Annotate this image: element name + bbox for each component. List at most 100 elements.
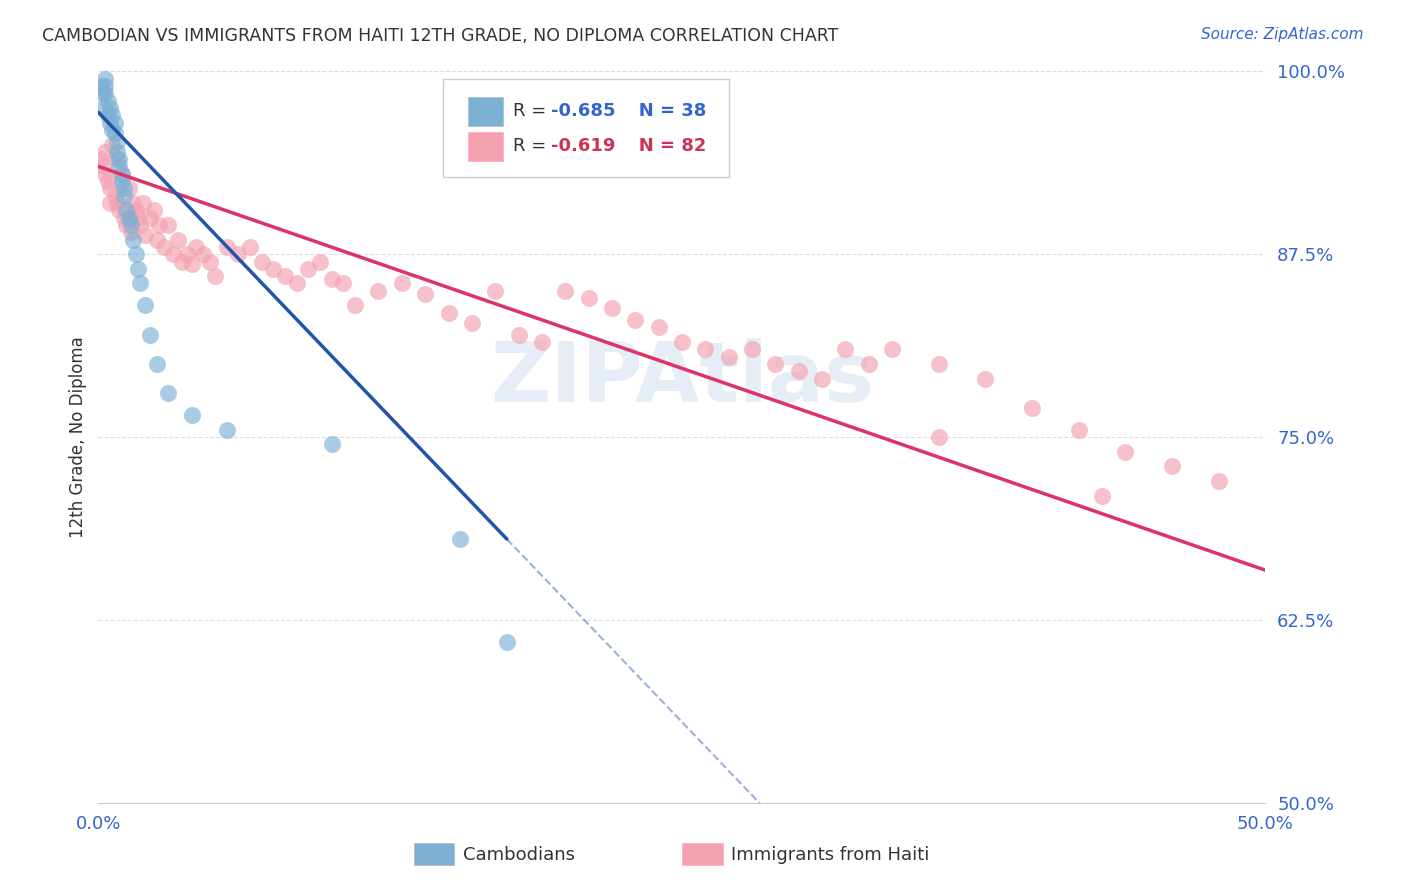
Point	[122, 196, 145, 211]
Text: R =: R =	[513, 103, 551, 120]
FancyBboxPatch shape	[443, 78, 728, 178]
Point	[98, 196, 121, 211]
Point	[274, 269, 297, 284]
Point	[125, 203, 148, 218]
Point	[94, 71, 117, 86]
Point	[695, 343, 717, 357]
Point	[108, 203, 131, 218]
Point	[91, 87, 114, 101]
Point	[250, 254, 273, 268]
Point	[285, 277, 308, 291]
Point	[344, 298, 367, 312]
Point	[115, 218, 138, 232]
Point	[105, 152, 128, 166]
Point	[94, 145, 117, 159]
Point	[974, 371, 997, 385]
Point	[172, 254, 194, 268]
Point	[134, 298, 156, 312]
Point	[101, 108, 124, 122]
Point	[391, 277, 413, 291]
Point	[834, 343, 856, 357]
Point	[811, 371, 834, 385]
Point	[309, 254, 332, 268]
Point	[530, 334, 553, 349]
Point	[139, 211, 162, 225]
Point	[104, 115, 127, 129]
Point	[508, 327, 530, 342]
Text: Source: ZipAtlas.com: Source: ZipAtlas.com	[1201, 27, 1364, 42]
Text: Immigrants from Haiti: Immigrants from Haiti	[731, 847, 929, 864]
Point	[108, 160, 131, 174]
Point	[118, 181, 141, 195]
FancyBboxPatch shape	[682, 843, 723, 865]
Text: N = 82: N = 82	[620, 137, 706, 155]
Point	[200, 254, 222, 268]
Point	[484, 284, 506, 298]
Point	[787, 364, 810, 378]
Point	[111, 174, 134, 188]
Point	[215, 423, 238, 437]
Point	[146, 357, 169, 371]
Point	[134, 228, 156, 243]
Text: R =: R =	[513, 137, 551, 155]
Point	[321, 272, 343, 286]
Point	[143, 203, 166, 218]
Text: N = 38: N = 38	[620, 103, 706, 120]
Point	[671, 334, 693, 349]
Point	[115, 203, 138, 218]
Point	[1021, 401, 1043, 415]
Point	[717, 350, 740, 364]
Point	[118, 211, 141, 225]
Point	[120, 225, 142, 239]
Point	[91, 101, 114, 115]
Point	[111, 167, 134, 181]
Point	[262, 261, 284, 276]
Point	[101, 137, 124, 152]
Point	[928, 430, 950, 444]
Point	[180, 408, 202, 422]
Point	[1161, 459, 1184, 474]
Point	[204, 269, 226, 284]
Point	[139, 327, 162, 342]
Point	[125, 247, 148, 261]
Point	[94, 87, 117, 101]
Point	[105, 196, 128, 211]
Point	[176, 247, 198, 261]
Text: -0.619: -0.619	[551, 137, 616, 155]
Point	[157, 386, 180, 401]
Text: -0.685: -0.685	[551, 103, 616, 120]
FancyBboxPatch shape	[468, 132, 503, 161]
Point	[449, 533, 471, 547]
Point	[108, 152, 131, 166]
Y-axis label: 12th Grade, No Diploma: 12th Grade, No Diploma	[69, 336, 87, 538]
Point	[928, 357, 950, 371]
Point	[162, 247, 184, 261]
Point	[215, 240, 238, 254]
Point	[321, 437, 343, 451]
Point	[97, 174, 120, 188]
Point	[166, 233, 188, 247]
Point	[193, 247, 215, 261]
FancyBboxPatch shape	[468, 97, 503, 126]
Point	[112, 181, 135, 195]
Point	[112, 188, 135, 202]
Point	[132, 196, 155, 211]
Point	[111, 167, 134, 181]
Point	[105, 135, 128, 149]
Point	[112, 211, 135, 225]
Point	[1114, 444, 1136, 458]
Point	[97, 94, 120, 108]
Point	[1208, 474, 1230, 488]
Point	[228, 247, 250, 261]
Point	[97, 108, 120, 122]
Point	[297, 261, 319, 276]
Point	[94, 167, 117, 181]
Point	[104, 188, 127, 202]
Point	[554, 284, 576, 298]
Point	[152, 240, 174, 254]
Point	[127, 211, 149, 225]
Point	[104, 126, 127, 140]
Point	[496, 635, 519, 649]
Point	[600, 301, 623, 316]
Point	[647, 320, 669, 334]
